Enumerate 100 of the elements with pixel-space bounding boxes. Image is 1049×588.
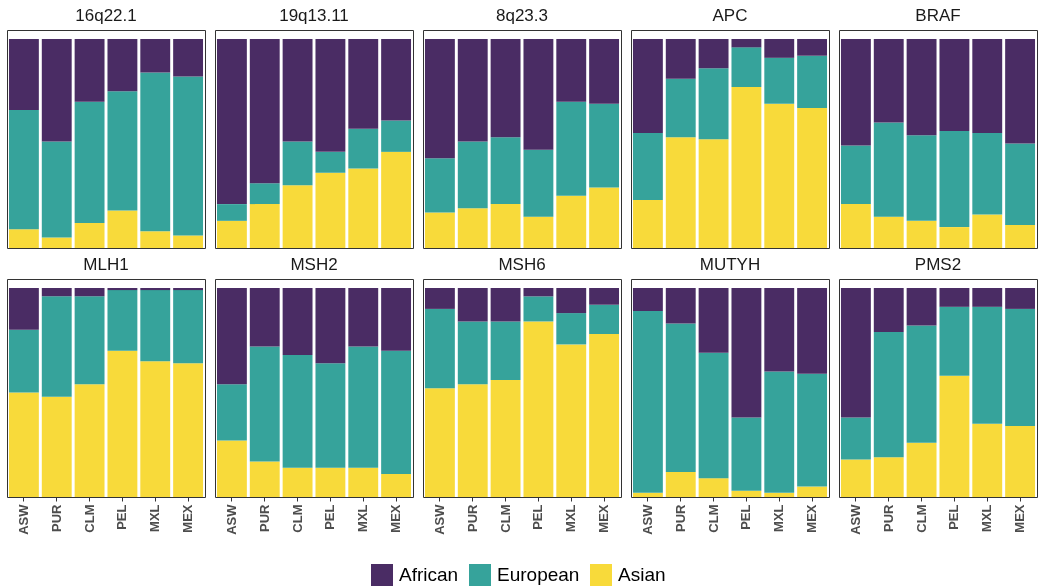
bar <box>140 290 171 362</box>
bar <box>74 101 105 223</box>
bar <box>216 204 247 221</box>
x-tick-label: ASW <box>639 503 655 535</box>
bar <box>74 384 105 497</box>
bar <box>873 122 904 217</box>
bar <box>381 39 412 121</box>
x-tick-label: MXL <box>563 504 579 532</box>
bar <box>490 379 521 497</box>
bar <box>140 72 171 232</box>
bar <box>906 325 937 443</box>
chart-title: PMS2 <box>914 255 962 274</box>
bar <box>107 91 138 211</box>
bar <box>632 39 663 134</box>
bar <box>523 296 554 322</box>
x-tick-label: MXL <box>147 504 163 532</box>
bar <box>1005 308 1036 426</box>
x-tick-label: PUR <box>880 503 896 532</box>
bar <box>249 288 280 347</box>
bar <box>731 87 762 248</box>
bar <box>107 39 138 92</box>
bar <box>249 39 280 184</box>
bar <box>315 288 346 364</box>
bar <box>556 344 587 497</box>
bar <box>632 492 663 497</box>
bar <box>107 290 138 351</box>
chart-title: APC <box>712 6 748 25</box>
bar <box>972 39 1003 134</box>
bar <box>8 329 39 393</box>
bar <box>698 68 729 140</box>
legend-label: Asian <box>618 564 666 585</box>
bar <box>41 141 72 238</box>
bar <box>698 478 729 497</box>
bar <box>41 288 72 297</box>
bar <box>173 290 204 364</box>
bar <box>74 39 105 102</box>
bar <box>74 288 105 297</box>
bar <box>348 467 379 497</box>
bar <box>348 128 379 169</box>
bar <box>632 310 663 493</box>
bar <box>764 57 795 104</box>
bar <box>873 331 904 458</box>
bar <box>216 384 247 441</box>
chart-title: MSH2 <box>290 255 338 274</box>
bar <box>216 288 247 385</box>
x-tick-label: CLM <box>81 504 97 533</box>
bar <box>424 308 455 389</box>
bar <box>457 141 488 209</box>
bar <box>173 76 204 236</box>
bar <box>840 288 871 418</box>
bar <box>797 486 828 497</box>
chart-title: MUTYH <box>699 255 761 274</box>
bar <box>348 288 379 347</box>
bar <box>8 392 39 497</box>
bar <box>1005 39 1036 144</box>
chart-title: BRAF <box>915 6 961 25</box>
bar <box>556 39 587 102</box>
bar <box>315 151 346 173</box>
bar <box>523 321 554 497</box>
bar <box>939 288 970 307</box>
bar <box>731 417 762 491</box>
bar <box>840 417 871 460</box>
bar <box>665 78 696 138</box>
bar <box>140 231 171 248</box>
x-tick-label: MEX <box>388 504 404 533</box>
bar <box>1005 225 1036 248</box>
x-tick-label: CLM <box>913 504 929 533</box>
bar <box>8 110 39 230</box>
bar <box>797 107 828 248</box>
bar <box>873 216 904 248</box>
bar <box>840 204 871 248</box>
bar <box>249 346 280 462</box>
bar <box>523 288 554 297</box>
bar <box>523 216 554 248</box>
bar <box>556 288 587 314</box>
x-tick-label: MXL <box>771 504 787 532</box>
bar <box>424 212 455 248</box>
bar <box>972 133 1003 215</box>
bar <box>107 210 138 248</box>
bar <box>348 168 379 248</box>
bar <box>764 492 795 497</box>
bar <box>140 39 171 73</box>
bar <box>490 288 521 322</box>
bar <box>41 237 72 248</box>
bar <box>41 396 72 497</box>
bar <box>249 183 280 205</box>
bar <box>939 39 970 131</box>
bar <box>797 373 828 487</box>
bar <box>8 288 39 330</box>
bar <box>216 220 247 248</box>
legend-label: African <box>399 564 459 585</box>
x-tick-label: ASW <box>15 503 31 535</box>
bar <box>731 47 762 88</box>
bar <box>632 133 663 200</box>
bar <box>348 346 379 468</box>
x-tick-label: PUR <box>672 503 688 532</box>
bar <box>906 442 937 497</box>
chart-title: 16q22.1 <box>75 6 137 25</box>
bar <box>282 141 313 186</box>
x-tick-label: MEX <box>1012 504 1028 533</box>
